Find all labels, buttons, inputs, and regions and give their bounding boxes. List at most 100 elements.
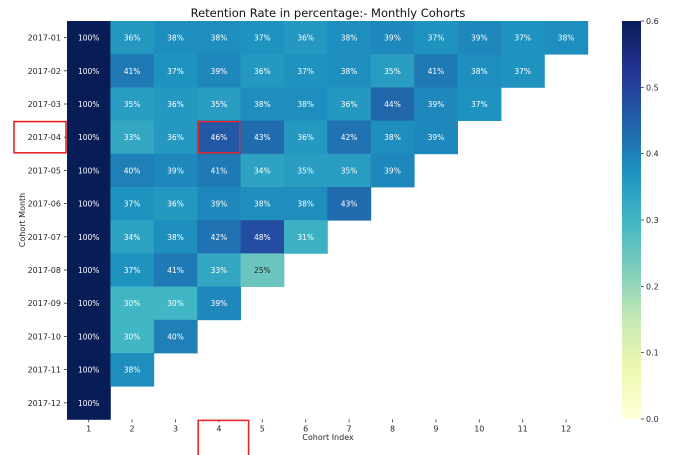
heatmap-cell: [284, 21, 328, 55]
heatmap-cell: [197, 54, 241, 88]
heatmap-cell: [370, 21, 415, 55]
heatmap-cell: [110, 153, 155, 188]
cell-label: 39%: [428, 133, 445, 142]
y-tick-label: 2017-01: [28, 34, 61, 43]
heatmap-cell: [240, 220, 285, 254]
heatmap-cell: [197, 253, 241, 287]
x-tick-label: 5: [260, 424, 265, 433]
y-tick-label: 2017-05: [28, 166, 61, 175]
cell-label: 36%: [297, 34, 314, 43]
cell-label: 37%: [471, 100, 488, 109]
cell-label: 36%: [254, 67, 271, 76]
cell-label: 35%: [211, 100, 228, 109]
x-axis-title: Cohort Index: [302, 433, 354, 442]
heatmap-cell: [67, 253, 111, 287]
heatmap-cell: [240, 21, 285, 55]
cell-label: 36%: [124, 34, 141, 43]
cell-label: 25%: [254, 266, 271, 275]
heatmap-cell: [197, 21, 241, 55]
heatmap-cell: [67, 220, 111, 254]
cell-label: 39%: [211, 200, 228, 209]
heatmap-cell: [153, 153, 198, 188]
highlight-boxes: [13, 120, 250, 455]
heatmap-cell: [67, 187, 111, 221]
heatmap-cell: [240, 253, 285, 287]
heatmap-cell: [197, 220, 241, 254]
cell-label: 100%: [78, 266, 99, 275]
y-tick-label: 2017-03: [28, 100, 61, 109]
heatmap-cell: [153, 253, 198, 287]
heatmap-cell: [67, 120, 111, 155]
cell-label: 100%: [78, 332, 99, 341]
heatmap-cell: [153, 21, 198, 55]
heatmap-cell: [501, 54, 545, 88]
cell-label: 39%: [167, 166, 184, 175]
heatmap-cell: [457, 87, 502, 121]
y-tick-label: 2017-08: [28, 266, 61, 275]
heatmap-cell: [110, 286, 155, 321]
heatmap-cell: [240, 187, 285, 221]
heatmap-cell: [110, 220, 155, 254]
column-label-highlight: [197, 419, 250, 455]
cell-label: 37%: [124, 200, 141, 209]
cell-label: 39%: [471, 34, 488, 43]
cell-label: 38%: [297, 200, 314, 209]
cell-label: 34%: [254, 166, 271, 175]
heatmap-cell: [197, 87, 241, 121]
cell-label: 30%: [124, 299, 141, 308]
colorbar-tick-label: 0.1: [646, 349, 659, 358]
cell-label: 36%: [341, 100, 358, 109]
heatmap-cell: [327, 153, 372, 188]
y-axis-ticks: 2017-01 2017-02 2017-03 2017-04 2017-05 2017-…: [28, 34, 67, 408]
colorbar-ticks: 0.0 0.1 0.2 0.3 0.4 0.5 0.6: [641, 17, 659, 424]
heatmap-cell: [240, 87, 285, 121]
cell-label: 100%: [78, 166, 99, 175]
heatmap-cell: [284, 54, 328, 88]
y-tick-label: 2017-04: [28, 133, 61, 142]
heatmap-cell: [67, 286, 111, 321]
cell-label: 42%: [211, 233, 228, 242]
heatmap-cell: [153, 120, 198, 155]
cell-label: 38%: [471, 67, 488, 76]
cell-label: 36%: [167, 133, 184, 142]
y-tick-label: 2017-06: [28, 200, 61, 209]
x-tick-label: 12: [561, 424, 571, 433]
heatmap-cell: [110, 120, 155, 155]
heatmap-cell: [370, 54, 415, 88]
heatmap-cell: [240, 120, 285, 155]
cell-label: 36%: [297, 133, 314, 142]
x-tick-label: 9: [433, 424, 438, 433]
heatmap-cell: [414, 120, 458, 155]
heatmap-cell: [284, 220, 328, 254]
heatmap-cell: [414, 54, 458, 88]
x-tick-label: 11: [518, 424, 528, 433]
colorbar-tick-label: 0.2: [646, 282, 659, 291]
heatmap-cell: [67, 54, 111, 88]
cell-label: 37%: [514, 67, 531, 76]
cell-label: 35%: [341, 166, 358, 175]
cell-label: 33%: [124, 133, 141, 142]
cell-label: 100%: [78, 399, 99, 408]
heatmap-cell: [414, 21, 458, 55]
heatmap-cell: [240, 54, 285, 88]
heatmap-cell: [284, 153, 328, 188]
heatmap-cell: [197, 187, 241, 221]
cell-label: 34%: [124, 233, 141, 242]
colorbar-tick-label: 0.4: [646, 150, 659, 159]
cell-label: 38%: [558, 34, 575, 43]
x-axis-ticks: 1 2 3 4 5 6 7 8 9 10 11 12: [86, 419, 571, 433]
cell-label: 38%: [167, 34, 184, 43]
cell-label: 37%: [297, 67, 314, 76]
x-tick-label: 2: [130, 424, 135, 433]
heatmap-cell: [67, 87, 111, 121]
x-tick-label: 6: [303, 424, 308, 433]
colorbar-tick-label: 0.5: [646, 83, 659, 92]
heatmap-cell: [110, 54, 155, 88]
cell-label: 100%: [78, 100, 99, 109]
heatmap-cell: [370, 120, 415, 155]
x-tick-label: 7: [347, 424, 352, 433]
y-tick-label: 2017-02: [28, 67, 61, 76]
heatmap-cell: [284, 120, 328, 155]
x-tick-label: 8: [390, 424, 395, 433]
cell-label: 46%: [211, 133, 228, 142]
